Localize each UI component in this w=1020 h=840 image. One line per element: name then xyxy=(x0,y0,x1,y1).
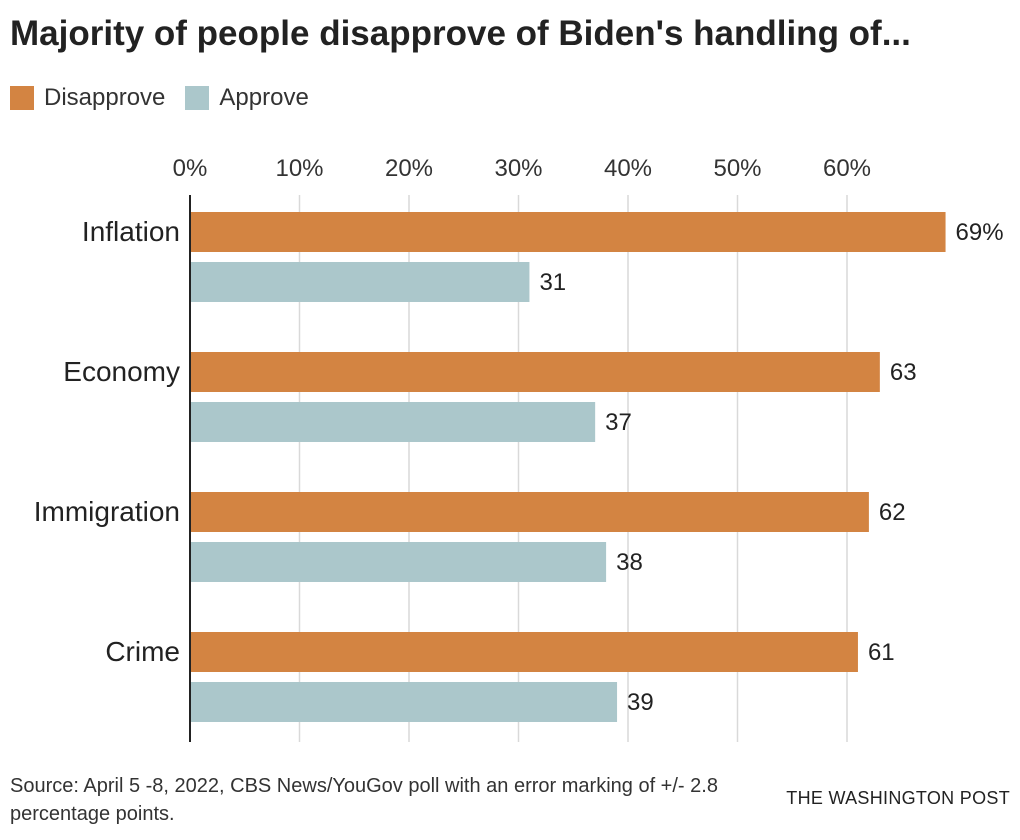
data-label: 61 xyxy=(868,639,895,666)
data-label: 63 xyxy=(890,359,917,386)
data-label: 31 xyxy=(539,269,566,296)
x-tick-label: 60% xyxy=(823,155,871,182)
x-tick-label: 20% xyxy=(385,155,433,182)
x-tick-label: 30% xyxy=(494,155,542,182)
legend-swatch-disapprove xyxy=(10,86,34,110)
legend-label-disapprove: Disapprove xyxy=(44,84,166,111)
category-label: Inflation xyxy=(82,216,180,247)
publisher-credit: THE WASHINGTON POST xyxy=(786,788,1010,808)
bar-approve xyxy=(190,542,607,582)
category-label: Immigration xyxy=(34,496,180,527)
bar-disapprove xyxy=(190,492,869,532)
legend: Disapprove Approve xyxy=(10,84,329,112)
x-tick-label: 0% xyxy=(173,155,208,182)
source-note: Source: April 5 -8, 2022, CBS News/YouGo… xyxy=(10,775,718,825)
x-tick-label: 10% xyxy=(275,155,323,182)
category-label: Economy xyxy=(63,356,180,387)
legend-item-approve: Approve xyxy=(185,84,309,112)
legend-label-approve: Approve xyxy=(219,84,309,111)
legend-swatch-approve xyxy=(185,86,210,110)
data-label: 38 xyxy=(616,549,643,576)
chart-title: Majority of people disapprove of Biden's… xyxy=(10,14,911,53)
bar-disapprove xyxy=(190,212,946,252)
bar-approve xyxy=(190,402,596,442)
bar-approve xyxy=(190,682,618,722)
data-label: 37 xyxy=(605,409,632,436)
data-label: 62 xyxy=(879,499,906,526)
data-label: 39 xyxy=(627,689,654,716)
data-label: 69% xyxy=(956,219,1004,246)
legend-item-disapprove: Disapprove xyxy=(10,84,165,112)
bar-disapprove xyxy=(190,632,858,672)
bar-approve xyxy=(190,262,530,302)
x-tick-label: 40% xyxy=(604,155,652,182)
x-tick-label: 50% xyxy=(713,155,761,182)
bar-disapprove xyxy=(190,352,880,392)
category-label: Crime xyxy=(105,636,180,667)
bar-chart: 0% 10% 20% 30% 40% 50% 60% Inflation 69% 31 Econom… xyxy=(34,155,1004,742)
